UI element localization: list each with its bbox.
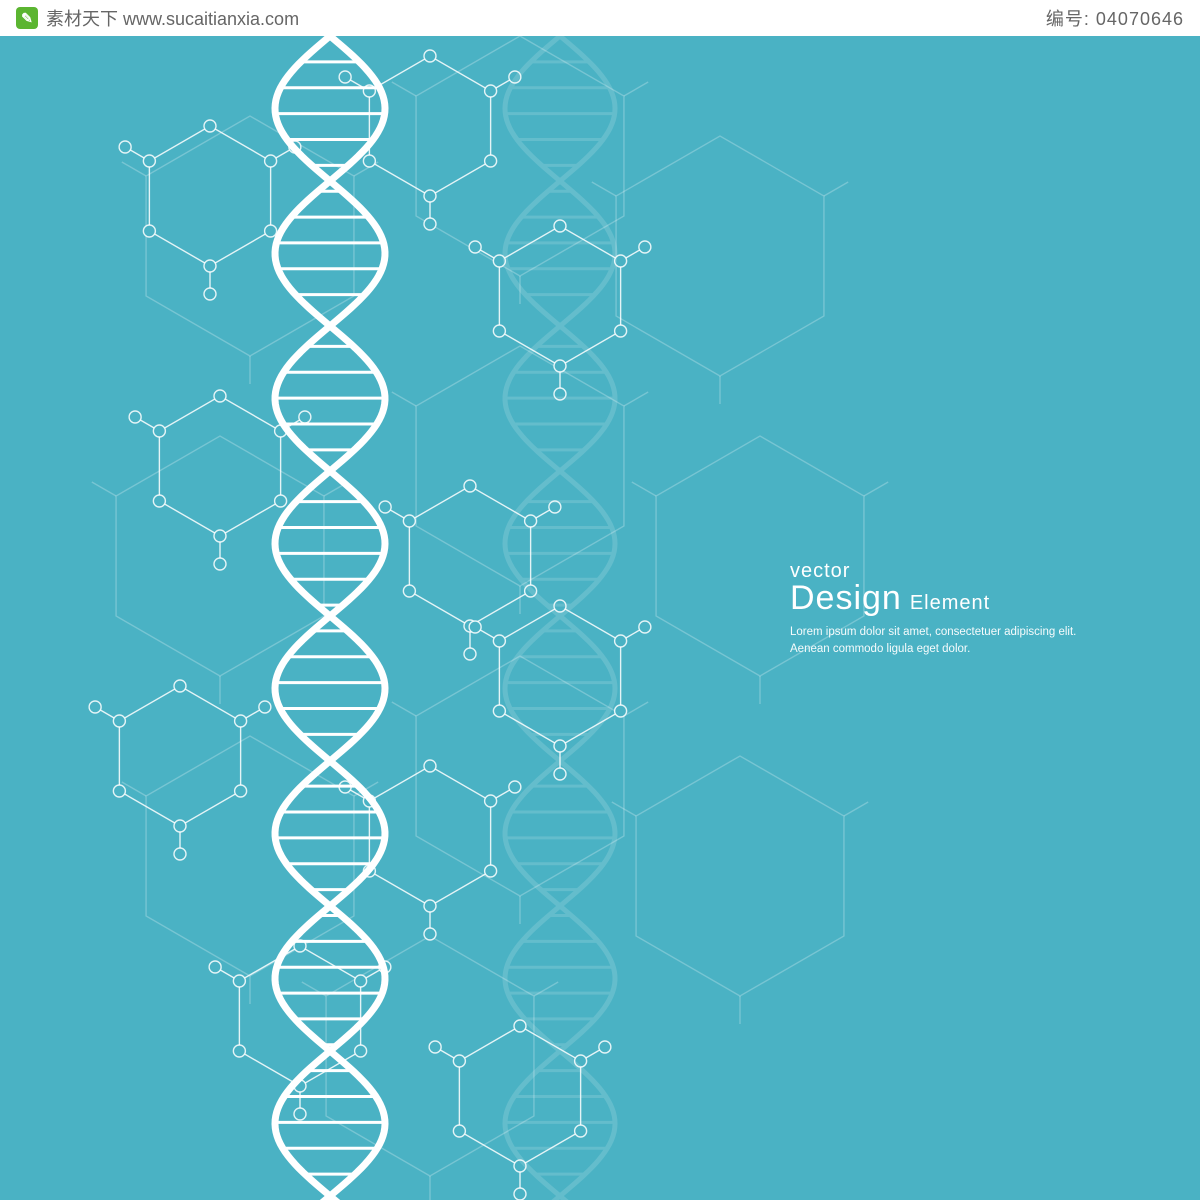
site-header: ✎ 素材天下 www.sucaitianxia.com 编号: 04070646: [0, 0, 1200, 36]
id-label: 编号: [1046, 9, 1084, 29]
copy-block: vector Design Element Lorem ipsum dolor …: [790, 560, 1110, 657]
title-main: Design: [790, 579, 902, 618]
body-text: Lorem ipsum dolor sit amet, consectetuer…: [790, 624, 1110, 657]
asset-id: 编号: 04070646: [1046, 5, 1184, 31]
site-brand: ✎ 素材天下 www.sucaitianxia.com: [16, 5, 299, 31]
pencil-icon: ✎: [16, 7, 38, 29]
title-sub: Element: [910, 592, 990, 615]
canvas: ✎ 素材天下 www.sucaitianxia.com 编号: 04070646…: [0, 0, 1200, 1200]
id-value: 04070646: [1096, 9, 1184, 29]
site-label: 素材天下 www.sucaitianxia.com: [46, 5, 299, 31]
title-row: Design Element: [790, 579, 1110, 618]
